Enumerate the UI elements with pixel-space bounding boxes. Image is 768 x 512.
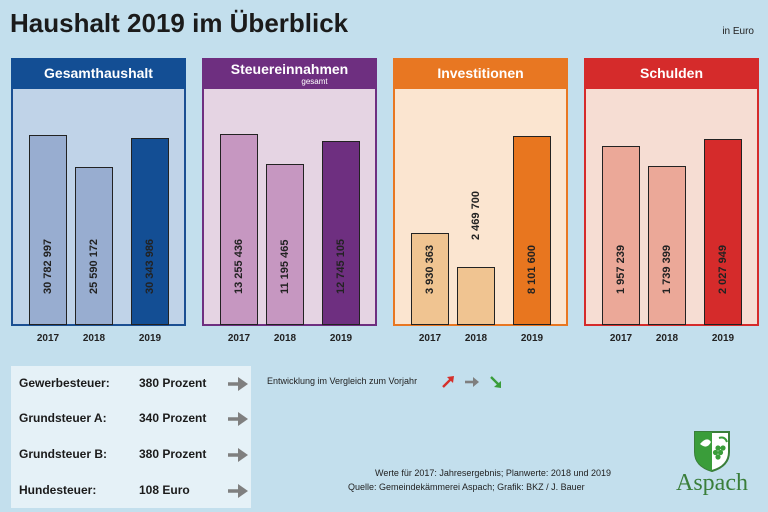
x-tick-label: 2017 <box>609 333 633 344</box>
tax-value: 108 Euro <box>139 483 190 497</box>
panel-title-text: Schulden <box>639 65 703 81</box>
tax-name: Hundesteuer: <box>19 483 97 497</box>
panel-title: Schulden <box>584 58 759 89</box>
bar-value-label: 2 027 949 <box>717 245 729 294</box>
bar-2018 <box>266 164 304 325</box>
arrow-right-icon <box>228 448 248 462</box>
x-tick-label: 2018 <box>464 333 488 344</box>
tax-row: Grundsteuer A: 340 Prozent <box>19 408 249 428</box>
tax-name: Gewerbesteuer: <box>19 376 110 390</box>
arrow-right-icon <box>228 484 248 498</box>
bar-2018 <box>648 166 686 325</box>
panel-title-text: Steuereinnahmen <box>230 61 349 77</box>
panel-title: Gesamthaushalt <box>11 58 186 89</box>
panel-title-text: Investitionen <box>437 65 524 81</box>
tax-value: 380 Prozent <box>139 376 207 390</box>
bar-value-label: 1 957 239 <box>615 245 627 294</box>
tax-row: Gewerbesteuer: 380 Prozent <box>19 373 249 393</box>
panel-title: Investitionen <box>393 58 568 89</box>
x-tick-label: 2017 <box>36 333 60 344</box>
arrow-up-icon <box>442 376 454 388</box>
page-title: Haushalt 2019 im Überblick <box>10 8 349 38</box>
tax-row: Hundesteuer: 108 Euro <box>19 480 249 500</box>
bar-2017 <box>411 233 449 325</box>
bar-value-label: 2 469 700 <box>470 191 482 240</box>
tax-rates-box: Gewerbesteuer: 380 Prozent Grundsteuer A: 3… <box>11 366 251 508</box>
footnote-source: Quelle: Gemeindekämmerei Aspach; Grafik:… <box>348 482 585 492</box>
arrow-right-icon <box>465 377 479 387</box>
bar-2019 <box>322 141 360 325</box>
bar-value-label: 13 255 436 <box>233 239 245 294</box>
arrow-down-icon <box>490 376 501 388</box>
bar-value-label: 8 101 600 <box>526 245 538 294</box>
logo-text: Aspach <box>676 470 748 496</box>
x-tick-label: 2018 <box>273 333 297 344</box>
bar-value-label: 1 739 399 <box>661 245 673 294</box>
footnote-values: Werte für 2017: Jahresergebnis; Planwert… <box>375 468 611 478</box>
tax-name: Grundsteuer B: <box>19 447 108 461</box>
bar-value-label: 11 195 465 <box>279 240 291 294</box>
bar-2018 <box>457 267 495 325</box>
aspach-logo: Aspach <box>667 430 757 502</box>
arrow-right-icon <box>228 377 248 391</box>
bar-value-label: 30 782 997 <box>42 239 54 294</box>
bar-value-label: 3 930 363 <box>424 245 436 294</box>
bar-value-label: 12 745 105 <box>335 239 347 294</box>
tax-row: Grundsteuer B: 380 Prozent <box>19 444 249 464</box>
panel-title: Steuereinnahmen gesamt <box>202 58 377 89</box>
arrow-right-icon <box>228 412 248 426</box>
panel-subtitle: gesamt <box>301 77 328 86</box>
x-tick-label: 2017 <box>418 333 442 344</box>
x-tick-label: 2017 <box>227 333 251 344</box>
bar-2017 <box>29 135 67 325</box>
bar-2019 <box>513 136 551 325</box>
tax-value: 380 Prozent <box>139 447 207 461</box>
bar-2018 <box>75 167 113 325</box>
trend-legend-text: Entwicklung im Vergleich zum Vorjahr <box>267 376 418 386</box>
tax-name: Grundsteuer A: <box>19 411 107 425</box>
bar-value-label: 30 343 986 <box>144 239 156 294</box>
bar-2019 <box>131 138 169 325</box>
panel-title-text: Gesamthaushalt <box>44 65 153 81</box>
unit-label: in Euro <box>722 26 754 37</box>
x-tick-label: 2019 <box>329 333 353 344</box>
x-tick-label: 2018 <box>82 333 106 344</box>
x-tick-label: 2019 <box>138 333 162 344</box>
bar-2017 <box>602 146 640 325</box>
tax-value: 340 Prozent <box>139 411 207 425</box>
bar-value-label: 25 590 172 <box>88 239 100 294</box>
bar-2017 <box>220 134 258 325</box>
x-tick-label: 2019 <box>520 333 544 344</box>
x-tick-label: 2018 <box>655 333 679 344</box>
x-tick-label: 2019 <box>711 333 735 344</box>
bar-2019 <box>704 139 742 325</box>
aspach-coat-of-arms-icon <box>694 431 730 473</box>
